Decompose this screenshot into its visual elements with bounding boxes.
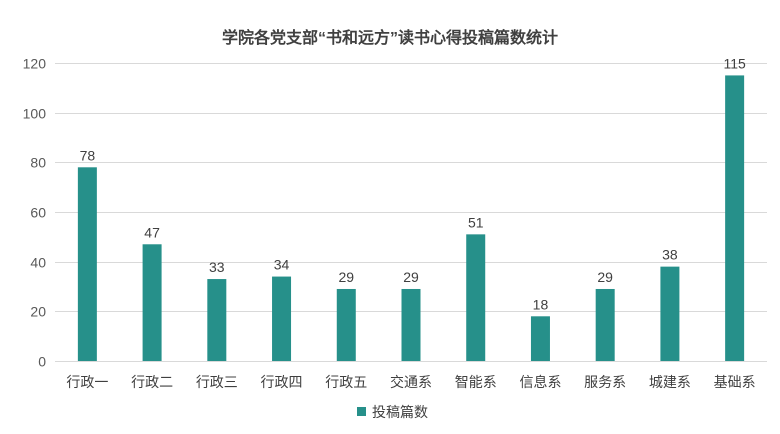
y-tick-label-0: 0	[38, 354, 46, 370]
data-label-8: 18	[533, 296, 549, 312]
x-tick-label-8: 信息系	[519, 374, 561, 390]
bar-5	[336, 288, 356, 361]
x-tick-label-2: 行政二	[131, 374, 173, 390]
bar-10	[660, 266, 680, 361]
data-label-6: 29	[403, 269, 419, 285]
data-label-7: 51	[468, 214, 484, 230]
bar-4	[272, 276, 292, 361]
bar-11	[725, 75, 745, 362]
bar-6	[401, 288, 421, 361]
x-tick-label-3: 行政三	[196, 374, 238, 390]
legend-label: 投稿篇数	[372, 404, 428, 420]
x-tick-label-9: 服务系	[584, 374, 626, 390]
y-tick-label-40: 40	[30, 255, 46, 271]
bar-2	[142, 244, 162, 361]
y-tick-label-120: 120	[23, 56, 47, 72]
data-label-9: 29	[597, 269, 613, 285]
data-label-5: 29	[338, 269, 354, 285]
data-label-11: 115	[723, 55, 746, 71]
gridlines	[55, 63, 767, 312]
legend: 投稿篇数	[357, 404, 428, 420]
data-label-1: 78	[80, 147, 96, 163]
y-axis-tick-labels: 0 20 40 60 80 100 120	[23, 56, 47, 370]
bar-1	[77, 167, 97, 361]
data-label-4: 34	[274, 257, 290, 273]
bar-8	[530, 316, 550, 361]
x-tick-label-10: 城建系	[649, 374, 691, 390]
x-tick-label-11: 基础系	[714, 374, 756, 390]
data-label-3: 33	[209, 259, 225, 275]
bar-series	[77, 75, 745, 362]
bar-7	[466, 234, 486, 361]
bar-3	[207, 279, 227, 361]
data-label-10: 38	[662, 247, 678, 263]
x-tick-label-4: 行政四	[261, 374, 303, 390]
y-tick-label-20: 20	[30, 304, 46, 320]
bar-9	[595, 288, 615, 361]
x-tick-label-5: 行政五	[325, 374, 367, 390]
y-tick-label-100: 100	[23, 106, 47, 122]
y-tick-label-60: 60	[30, 205, 46, 221]
legend-swatch	[357, 407, 366, 416]
x-tick-label-7: 智能系	[455, 374, 497, 390]
x-axis-tick-labels: 行政一 行政二 行政三 行政四 行政五 交通系 智能系 信息系 服务系 城建系 基础系	[66, 374, 755, 390]
y-tick-label-80: 80	[30, 155, 46, 171]
x-tick-label-6: 交通系	[390, 374, 432, 390]
data-labels: 78 47 33 34 29 29 51 18 29 38 115	[80, 55, 746, 312]
chart-title: 学院各党支部“书和远方”读书心得投稿篇数统计	[222, 28, 558, 47]
data-label-2: 47	[144, 224, 160, 240]
x-tick-label-1: 行政一	[66, 374, 108, 390]
